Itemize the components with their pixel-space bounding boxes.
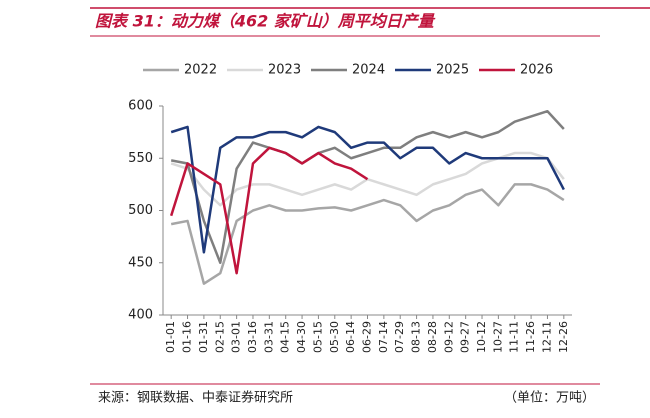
y-tick-label: 500 — [128, 203, 153, 218]
x-tick-label: 02-15 — [213, 321, 226, 353]
x-tick-label: 01-16 — [181, 321, 194, 353]
y-tick-label: 400 — [128, 308, 153, 323]
line-series — [170, 109, 565, 264]
x-tick-label: 10-27 — [491, 321, 504, 353]
y-tick-label: 550 — [128, 151, 153, 166]
x-tick-label: 01-31 — [197, 321, 210, 353]
x-tick-label: 03-16 — [246, 321, 259, 353]
line-series — [170, 125, 565, 254]
legend-label: 2025 — [436, 63, 469, 78]
x-tick-label: 01-01 — [164, 321, 177, 353]
x-tick-label: 12-26 — [557, 321, 570, 353]
x-tick-label: 04-15 — [279, 321, 292, 353]
y-tick-label: 600 — [128, 99, 153, 114]
x-tick-label: 11-26 — [524, 321, 537, 353]
x-tick-label: 08-28 — [426, 321, 439, 353]
legend-label: 2022 — [184, 63, 217, 78]
source: 来源：钢联数据、中泰证券研究所 — [98, 390, 293, 406]
x-tick-label: 05-15 — [311, 321, 324, 353]
x-tick-label: 07-29 — [393, 321, 406, 353]
line-series — [170, 183, 565, 285]
legend-label: 2026 — [520, 63, 553, 78]
x-tick-label: 07-14 — [377, 321, 390, 353]
x-tick-label: 04-30 — [295, 321, 308, 353]
x-tick-label: 11-11 — [508, 321, 521, 353]
x-tick-label: 10-12 — [475, 321, 488, 353]
legend-label: 2024 — [352, 63, 385, 78]
x-tick-label: 03-01 — [230, 321, 243, 353]
y-tick-label: 450 — [128, 255, 153, 270]
title: 图表 31：动力煤（462 家矿山）周平均日产量 — [95, 12, 436, 31]
x-tick-label: 09-12 — [442, 321, 455, 353]
x-tick-label: 12-11 — [540, 321, 553, 353]
x-tick-label: 09-27 — [459, 321, 472, 353]
line-series — [169, 146, 369, 275]
x-tick-label: 06-14 — [344, 321, 357, 353]
legend-label: 2023 — [268, 63, 301, 78]
x-tick-label: 08-13 — [410, 321, 423, 353]
unit: （单位：万吨） — [504, 391, 595, 406]
x-tick-label: 05-30 — [328, 321, 341, 353]
x-tick-label: 03-31 — [262, 321, 275, 353]
x-tick-label: 06-29 — [361, 321, 374, 353]
